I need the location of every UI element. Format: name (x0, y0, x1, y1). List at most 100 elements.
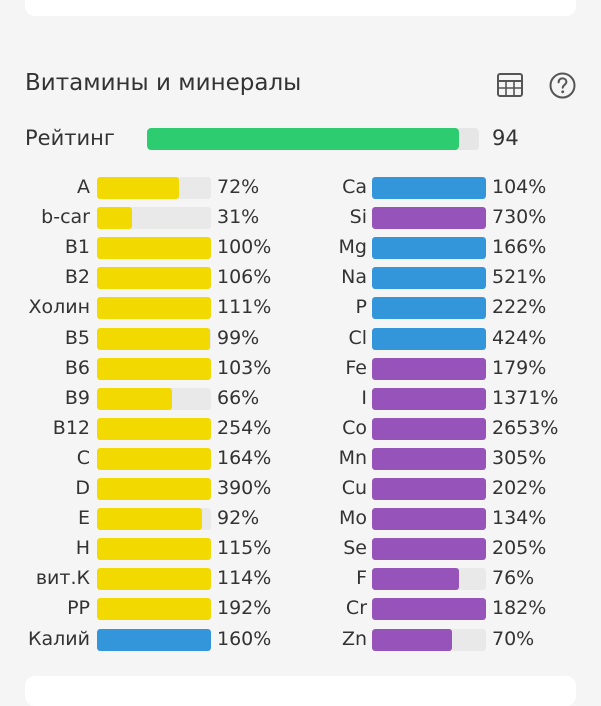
nutrient-bar-fill (97, 267, 211, 290)
nutrient-bar-fill (97, 628, 211, 651)
nutrient-bar-fill (97, 387, 173, 410)
nutrient-value: 1371% (492, 386, 559, 409)
nutrient-label: E (77, 507, 90, 530)
nutrient-label: Ca (342, 176, 367, 198)
nutrient-label: B9 (64, 386, 90, 409)
nutrient-bar (97, 598, 211, 621)
nutrient-row: D 390% (0, 474, 601, 504)
nutrient-label: Холин (28, 296, 90, 319)
nutrient-row: b-car 31% (0, 203, 601, 233)
nutrient-bar (372, 297, 486, 320)
nutrient-value: 164% (217, 446, 272, 469)
table-icon[interactable] (497, 73, 523, 97)
nutrient-row: вит.К 114% (0, 564, 601, 594)
nutrient-value: 205% (492, 537, 547, 560)
nutrient-bar (372, 177, 486, 199)
nutrient-bar-fill (372, 357, 486, 380)
nutrient-bar-fill (97, 508, 202, 531)
nutrient-row: Cl 424% (0, 324, 601, 354)
nutrient-row: Mn 305% (0, 444, 601, 474)
nutrient-bar-fill (372, 417, 486, 440)
previous-card (25, 0, 576, 16)
nutrient-value: 66% (217, 386, 260, 409)
nutrient-row: Cr 182% (0, 594, 601, 624)
nutrient-label: Na (341, 266, 367, 289)
nutrient-value: 182% (492, 597, 547, 620)
nutrient-value: 192% (217, 597, 272, 620)
nutrient-label: I (361, 386, 367, 409)
nutrient-row: Калий 160% (0, 625, 601, 655)
nutrient-value: 72% (217, 176, 260, 198)
nutrient-bar (97, 478, 211, 500)
nutrient-value: 160% (217, 627, 272, 650)
nutrient-row: Co 2653% (0, 414, 601, 444)
nutrient-value: 115% (217, 537, 272, 560)
nutrient-label: Co (342, 416, 367, 439)
nutrient-row: H 115% (0, 534, 601, 564)
nutrient-bar (97, 297, 211, 320)
nutrient-row: B2 106% (0, 263, 601, 293)
nutrient-bar-fill (372, 237, 486, 260)
nutrient-bar-fill (97, 598, 211, 621)
help-icon[interactable] (549, 72, 576, 99)
nutrient-bar-fill (372, 478, 486, 500)
nutrient-value: 114% (217, 567, 272, 590)
nutrient-row: Zn 70% (0, 625, 601, 655)
rating-label: Рейтинг (25, 126, 115, 150)
nutrient-bar (97, 357, 211, 380)
nutrient-bar (372, 478, 486, 500)
nutrient-label: Zn (341, 627, 367, 650)
nutrient-label: P (355, 296, 367, 319)
section-title: Витамины и минералы (25, 70, 302, 96)
nutrient-label: B2 (64, 266, 90, 289)
nutrient-bar (372, 417, 486, 440)
nutrient-label: B5 (64, 326, 90, 349)
nutrient-label: Cl (348, 326, 367, 349)
nutrient-bar-fill (372, 447, 486, 470)
nutrient-row: Na 521% (0, 263, 601, 293)
nutrient-bar-fill (372, 327, 486, 350)
nutrient-label: A (77, 176, 90, 198)
nutrient-value: 730% (492, 206, 547, 229)
nutrient-bar (97, 417, 211, 440)
nutrient-label: вит.К (35, 567, 90, 590)
nutrient-row: A 72% (0, 173, 601, 203)
nutrient-bar (372, 207, 486, 230)
nutrient-value: 390% (217, 477, 272, 499)
nutrient-bar-fill (372, 598, 486, 621)
nutrient-row: B5 99% (0, 324, 601, 354)
nutrient-row: P 222% (0, 293, 601, 323)
nutrient-bar (97, 628, 211, 651)
nutrient-bar-fill (97, 478, 211, 500)
nutrient-label: C (76, 446, 90, 469)
nutrient-row: Ca 104% (0, 173, 601, 203)
nutrient-bar (372, 327, 486, 350)
nutrient-bar (97, 237, 211, 260)
nutrient-value: 134% (492, 507, 547, 530)
nutrient-bar (97, 267, 211, 290)
nutrient-bar (97, 327, 211, 350)
nutrient-label: B6 (64, 356, 90, 379)
nutrient-value: 222% (492, 296, 547, 319)
nutrient-bar (372, 447, 486, 470)
nutrient-row: I 1371% (0, 384, 601, 414)
nutrient-value: 76% (492, 567, 535, 590)
nutrient-bar-fill (372, 538, 486, 561)
nutrient-value: 92% (217, 507, 260, 530)
nutrient-label: b-car (41, 206, 90, 229)
nutrient-label: PP (67, 597, 90, 620)
nutrient-bar-fill (372, 628, 452, 651)
rating-value: 94 (492, 126, 519, 150)
nutrient-row: F 76% (0, 564, 601, 594)
nutrient-label: D (75, 477, 90, 499)
nutrient-label: B1 (64, 236, 90, 259)
nutrient-label: Se (343, 537, 367, 560)
nutrient-label: H (75, 537, 90, 560)
nutrient-bar (97, 207, 211, 230)
rating-bar-fill (147, 128, 460, 150)
nutrient-value: 2653% (492, 416, 559, 439)
nutrient-value: 99% (217, 326, 260, 349)
nutrient-bar (372, 598, 486, 621)
nutrient-value: 424% (492, 326, 547, 349)
nutrient-bar-fill (372, 568, 459, 591)
